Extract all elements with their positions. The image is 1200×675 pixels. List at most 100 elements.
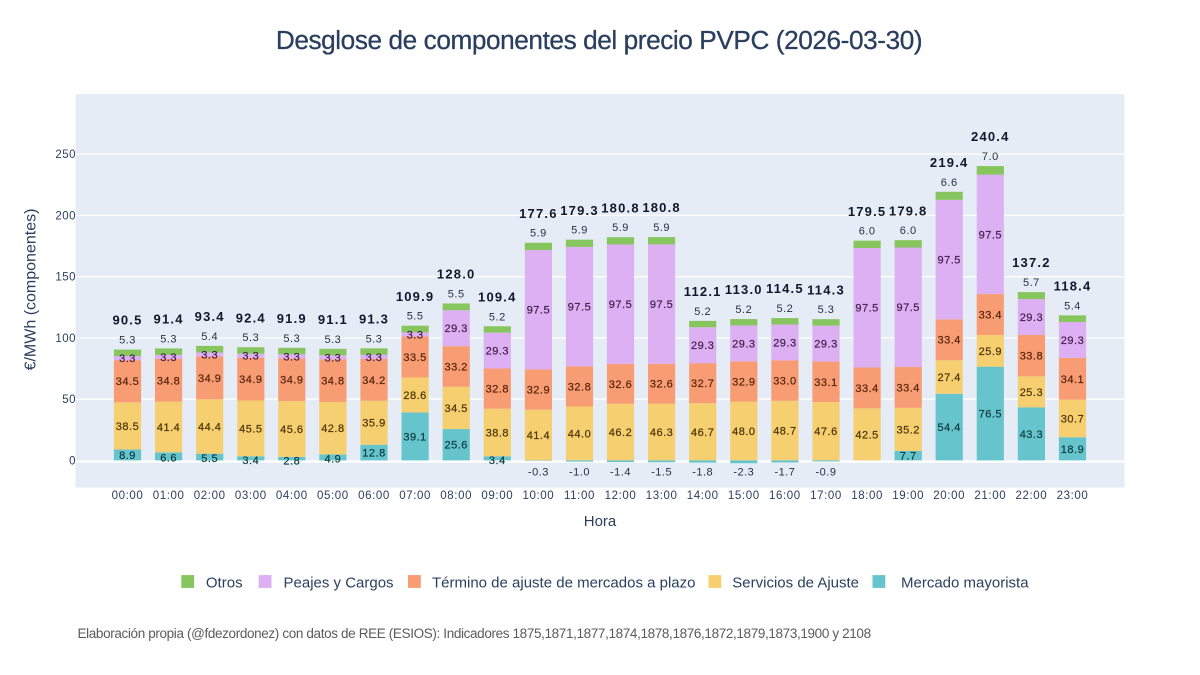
svg-text:113.0: 113.0 xyxy=(725,282,763,297)
svg-text:3.4: 3.4 xyxy=(242,455,259,467)
svg-text:90.5: 90.5 xyxy=(112,313,142,328)
svg-text:7.7: 7.7 xyxy=(900,451,917,463)
svg-text:-1.5: -1.5 xyxy=(651,467,672,479)
svg-text:48.0: 48.0 xyxy=(732,426,755,438)
svg-text:Hora: Hora xyxy=(584,513,617,530)
svg-text:92.4: 92.4 xyxy=(236,310,266,325)
svg-text:32.9: 32.9 xyxy=(732,377,755,389)
svg-text:128.0: 128.0 xyxy=(437,267,476,282)
svg-text:34.1: 34.1 xyxy=(1061,374,1084,386)
svg-text:6.6: 6.6 xyxy=(160,452,177,464)
svg-text:5.3: 5.3 xyxy=(818,304,835,316)
svg-text:54.4: 54.4 xyxy=(937,422,960,434)
svg-text:15:00: 15:00 xyxy=(728,490,760,502)
svg-text:5.5: 5.5 xyxy=(201,453,218,465)
svg-text:250: 250 xyxy=(55,149,76,161)
svg-text:48.7: 48.7 xyxy=(773,426,796,438)
svg-text:5.9: 5.9 xyxy=(571,225,588,237)
svg-text:45.6: 45.6 xyxy=(280,424,303,436)
svg-text:5.2: 5.2 xyxy=(735,304,752,316)
svg-text:33.2: 33.2 xyxy=(444,362,467,374)
svg-text:109.9: 109.9 xyxy=(396,289,435,304)
svg-text:3.3: 3.3 xyxy=(119,353,136,365)
svg-text:29.3: 29.3 xyxy=(732,338,755,350)
svg-text:3.3: 3.3 xyxy=(366,352,383,364)
svg-text:18:00: 18:00 xyxy=(851,490,883,502)
svg-text:33.4: 33.4 xyxy=(896,382,919,394)
svg-text:29.3: 29.3 xyxy=(444,323,467,335)
svg-text:5.3: 5.3 xyxy=(325,334,342,346)
svg-text:41.4: 41.4 xyxy=(157,422,180,434)
svg-text:46.3: 46.3 xyxy=(650,427,673,439)
svg-text:35.9: 35.9 xyxy=(362,418,385,430)
svg-text:180.8: 180.8 xyxy=(601,200,640,215)
svg-text:-1.7: -1.7 xyxy=(774,467,795,479)
svg-text:91.1: 91.1 xyxy=(318,312,348,327)
svg-text:5.3: 5.3 xyxy=(242,332,259,344)
svg-text:5.3: 5.3 xyxy=(283,333,300,345)
svg-text:200: 200 xyxy=(55,210,76,222)
svg-text:97.5: 97.5 xyxy=(896,302,919,314)
svg-text:2.8: 2.8 xyxy=(283,456,300,468)
svg-text:34.9: 34.9 xyxy=(198,373,221,385)
svg-text:Término de ajuste de mercados: Término de ajuste de mercados a plazo xyxy=(432,574,695,591)
svg-text:46.7: 46.7 xyxy=(691,427,714,439)
svg-text:27.4: 27.4 xyxy=(937,372,960,384)
svg-text:38.8: 38.8 xyxy=(486,428,509,440)
svg-text:04:00: 04:00 xyxy=(276,490,308,502)
svg-text:09:00: 09:00 xyxy=(481,490,513,502)
svg-text:97.5: 97.5 xyxy=(650,299,673,311)
svg-text:00:00: 00:00 xyxy=(112,490,144,502)
svg-text:97.5: 97.5 xyxy=(527,305,550,317)
svg-text:33.4: 33.4 xyxy=(979,310,1002,322)
svg-text:97.5: 97.5 xyxy=(937,255,960,267)
svg-text:34.5: 34.5 xyxy=(444,403,467,415)
svg-text:-1.8: -1.8 xyxy=(692,467,713,479)
svg-text:25.9: 25.9 xyxy=(979,346,1002,358)
svg-text:34.2: 34.2 xyxy=(362,375,385,387)
svg-text:5.9: 5.9 xyxy=(653,222,670,234)
svg-text:97.5: 97.5 xyxy=(568,302,591,314)
svg-text:97.5: 97.5 xyxy=(609,299,632,311)
svg-text:3.3: 3.3 xyxy=(160,352,177,364)
svg-text:3.3: 3.3 xyxy=(283,351,300,363)
svg-text:-2.3: -2.3 xyxy=(733,467,754,479)
svg-text:47.6: 47.6 xyxy=(814,426,837,438)
svg-text:179.5: 179.5 xyxy=(848,204,887,219)
svg-text:3.3: 3.3 xyxy=(325,352,342,364)
svg-text:97.5: 97.5 xyxy=(979,229,1002,241)
svg-text:32.6: 32.6 xyxy=(609,379,632,391)
svg-text:219.4: 219.4 xyxy=(930,155,969,170)
svg-text:44.4: 44.4 xyxy=(198,422,221,434)
svg-text:42.8: 42.8 xyxy=(321,423,344,435)
svg-text:5.9: 5.9 xyxy=(530,228,547,240)
svg-text:Elaboración propia (@fdezordon: Elaboración propia (@fdezordonez) con da… xyxy=(78,626,871,641)
svg-text:3.3: 3.3 xyxy=(242,351,259,363)
svg-text:8.9: 8.9 xyxy=(119,450,136,462)
svg-text:114.5: 114.5 xyxy=(766,281,804,296)
svg-text:38.5: 38.5 xyxy=(116,421,139,433)
svg-text:29.3: 29.3 xyxy=(486,346,509,358)
svg-text:33.4: 33.4 xyxy=(937,335,960,347)
svg-text:97.5: 97.5 xyxy=(855,303,878,315)
svg-text:08:00: 08:00 xyxy=(440,490,472,502)
svg-text:137.2: 137.2 xyxy=(1012,255,1051,270)
svg-text:5.2: 5.2 xyxy=(489,311,506,323)
svg-text:33.5: 33.5 xyxy=(403,352,426,364)
svg-text:23:00: 23:00 xyxy=(1057,490,1089,502)
svg-text:46.2: 46.2 xyxy=(609,427,632,439)
svg-text:50: 50 xyxy=(62,394,76,406)
svg-text:34.8: 34.8 xyxy=(321,376,344,388)
svg-text:18.9: 18.9 xyxy=(1061,444,1084,456)
svg-text:34.8: 34.8 xyxy=(157,375,180,387)
svg-text:20:00: 20:00 xyxy=(933,490,965,502)
svg-text:109.4: 109.4 xyxy=(478,289,517,304)
svg-text:22:00: 22:00 xyxy=(1016,490,1048,502)
svg-text:240.4: 240.4 xyxy=(971,129,1010,144)
svg-text:33.1: 33.1 xyxy=(814,377,837,389)
svg-text:5.7: 5.7 xyxy=(1023,277,1040,289)
svg-text:3.4: 3.4 xyxy=(489,455,506,467)
svg-text:32.7: 32.7 xyxy=(691,378,714,390)
svg-text:5.3: 5.3 xyxy=(160,333,177,345)
svg-text:21:00: 21:00 xyxy=(974,490,1006,502)
